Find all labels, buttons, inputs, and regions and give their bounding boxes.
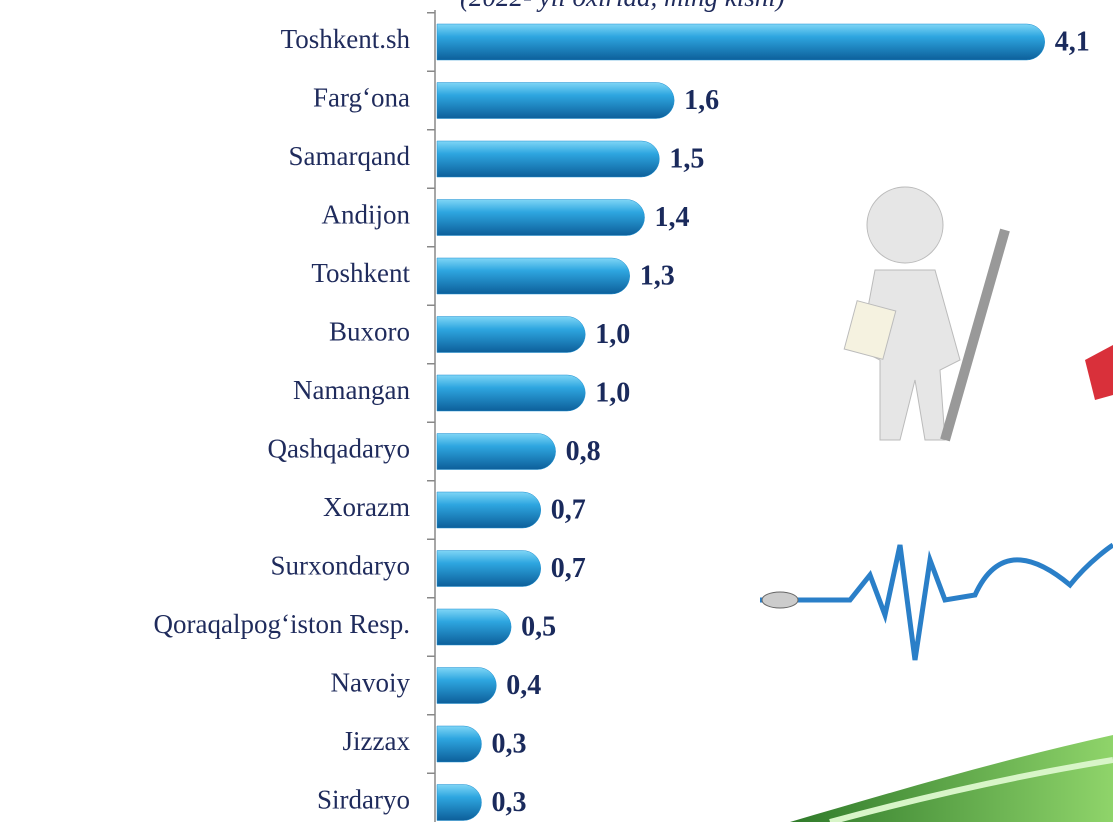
data-label: 1,4 — [655, 202, 690, 233]
data-label: 1,0 — [595, 319, 630, 350]
y-tick-label: Samarqand — [289, 141, 411, 171]
bar — [436, 316, 586, 353]
y-tick-label: Sirdaryo — [317, 785, 410, 815]
y-tick-label: Toshkent — [311, 258, 410, 288]
y-tick-label: Farg‘ona — [313, 83, 410, 113]
data-label: 4,1 — [1055, 26, 1090, 57]
data-label: 1,3 — [640, 260, 675, 291]
bar — [436, 667, 497, 704]
bar — [436, 374, 586, 412]
y-tick-label: Toshkent.sh — [281, 24, 411, 54]
bar — [436, 550, 542, 587]
bar — [436, 199, 645, 236]
data-label: 0,4 — [506, 670, 541, 701]
bar — [436, 257, 630, 295]
y-tick-label: Qashqadaryo — [268, 434, 410, 464]
y-tick-label: Buxoro — [329, 317, 410, 347]
decoration-doctor — [843, 186, 1010, 442]
decoration-stethoscope — [761, 591, 799, 609]
data-label: 0,8 — [566, 436, 601, 467]
data-label: 0,7 — [551, 494, 586, 525]
bar — [436, 491, 542, 529]
data-label: 0,7 — [551, 553, 586, 584]
data-label: 1,6 — [684, 85, 719, 116]
y-tick-label: Qoraqalpog‘iston Resp. — [154, 609, 410, 639]
decoration-badge — [1085, 345, 1113, 400]
bar — [436, 608, 512, 646]
decoration-swoosh — [790, 735, 1113, 822]
bar — [436, 784, 482, 821]
bar — [436, 140, 660, 178]
y-tick-label: Namangan — [293, 375, 410, 405]
bar — [436, 82, 675, 119]
bar — [436, 433, 556, 470]
data-label: 1,5 — [669, 143, 704, 174]
bar — [436, 725, 482, 763]
y-tick-label: Andijon — [321, 200, 410, 230]
bar — [436, 23, 1045, 61]
data-label: 1,0 — [595, 377, 630, 408]
decoration-heartbeat — [760, 542, 1113, 661]
data-label: 0,3 — [491, 787, 526, 818]
decoration-stripe — [829, 757, 1113, 822]
y-tick-label: Jizzax — [343, 726, 411, 756]
y-tick-label: Navoiy — [331, 668, 411, 698]
data-label: 0,5 — [521, 611, 556, 642]
y-tick-label: Surxondaryo — [271, 551, 410, 581]
data-label: 0,3 — [491, 728, 526, 759]
y-tick-label: Xorazm — [323, 492, 410, 522]
chart-subtitle: (2022- yil oxirida, ming kishi) — [460, 0, 785, 12]
